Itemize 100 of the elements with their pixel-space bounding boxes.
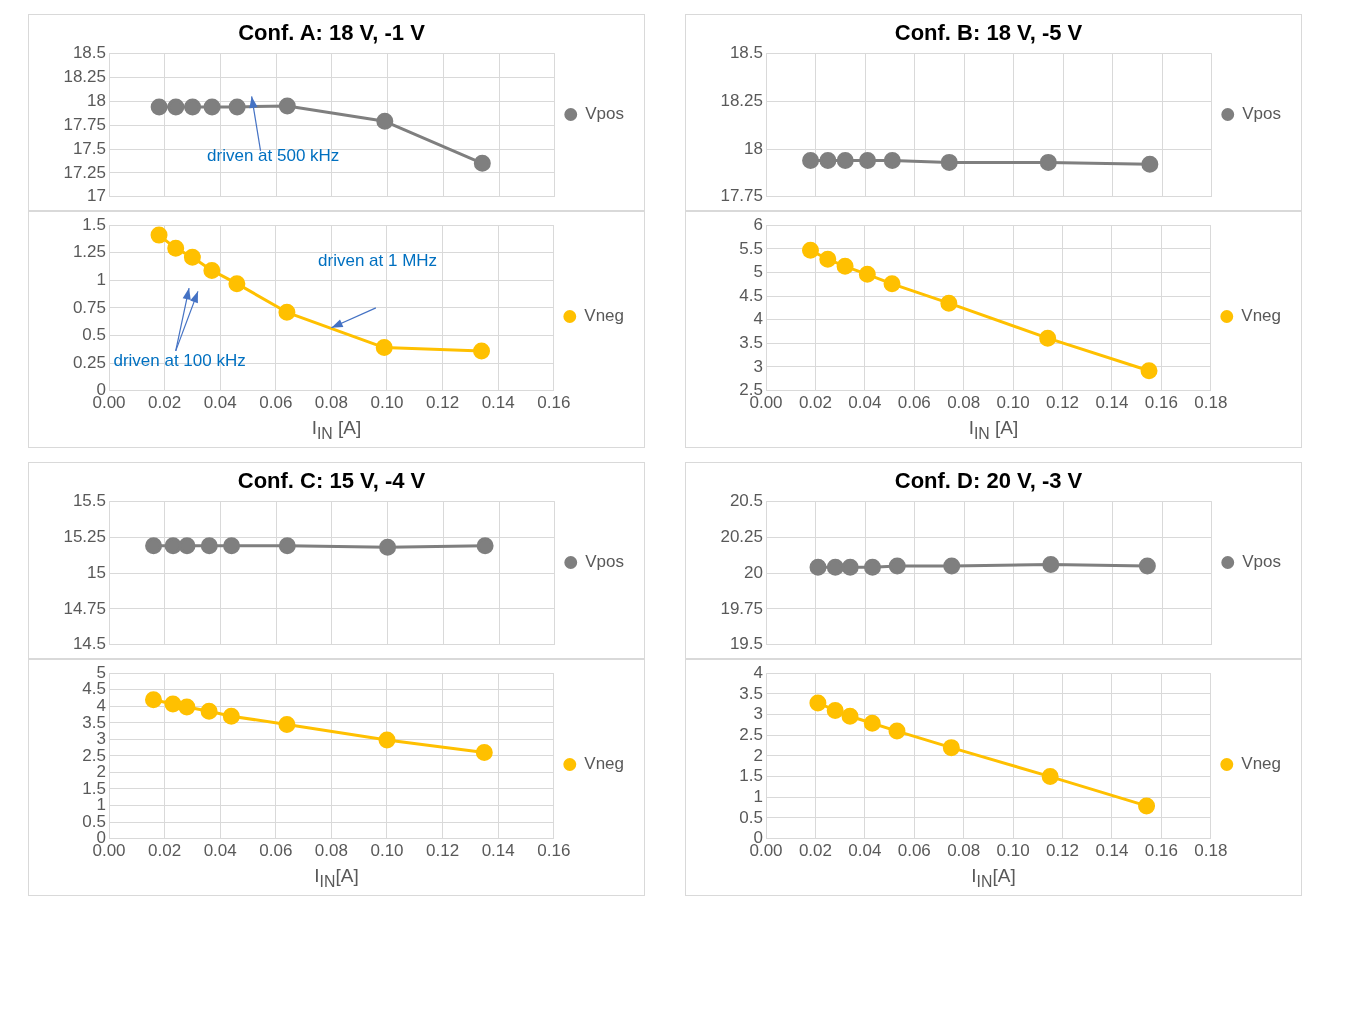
y-tick-label: 0.5 <box>82 325 106 345</box>
point <box>278 97 296 115</box>
point <box>801 241 819 259</box>
x-tick-label: 0.10 <box>996 393 1030 413</box>
chart-title: Conf. A: 18 V, -1 V <box>238 20 426 46</box>
y-tick-label: 6 <box>753 214 763 234</box>
x-tick-label: 0.10 <box>370 393 404 413</box>
legend-label: Vneg <box>584 753 624 773</box>
y-tick-label: 3.5 <box>739 333 763 353</box>
y-tick-label: 1.25 <box>72 242 106 262</box>
x-tick-label: 0.12 <box>1045 393 1080 413</box>
x-tick-label: 0.02 <box>798 393 832 413</box>
y-tick-label: 2.5 <box>739 724 763 744</box>
x-tick-label: 0.16 <box>537 393 571 413</box>
point <box>841 707 859 725</box>
y-tick-label: 17.25 <box>63 162 106 182</box>
x-tick-label: 0.04 <box>203 841 237 861</box>
point <box>184 98 202 116</box>
point <box>164 695 182 713</box>
point <box>809 694 827 712</box>
y-tick-label: 1 <box>96 270 106 290</box>
legend-label: Vpos <box>585 104 624 124</box>
x-tick-label: 0.16 <box>1144 841 1178 861</box>
y-tick-label: 15 <box>87 562 106 582</box>
y-tick-label: 19.5 <box>729 634 763 654</box>
point <box>475 743 493 761</box>
x-tick-label: 0.08 <box>947 393 981 413</box>
y-tick-label: 17.5 <box>72 138 106 158</box>
point <box>375 339 393 357</box>
point <box>888 722 906 740</box>
point <box>1041 767 1059 785</box>
x-tick-label: 0.18 <box>1194 393 1228 413</box>
y-tick-label: 15.25 <box>63 526 106 546</box>
x-tick-label: 0.06 <box>897 841 931 861</box>
x-tick-label: 0.12 <box>1045 841 1080 861</box>
y-tick-label: 1.5 <box>82 778 106 798</box>
chart-title: Conf. C: 15 V, -4 V <box>237 468 426 494</box>
point <box>473 342 491 360</box>
x-tick-label: 0.14 <box>1095 393 1129 413</box>
annotation: driven at 100 kHz <box>113 350 246 370</box>
x-tick-label: 0.02 <box>148 841 182 861</box>
y-tick-label: 18.5 <box>729 43 763 63</box>
x-tick-label: 0.06 <box>897 393 931 413</box>
x-tick-label: 0.14 <box>481 841 515 861</box>
point <box>863 714 881 732</box>
y-tick-label: 3 <box>753 356 763 376</box>
legend-label: Vneg <box>584 306 624 326</box>
legend-label: Vneg <box>1241 753 1281 773</box>
y-tick-label: 0.75 <box>72 297 106 317</box>
point <box>826 701 844 719</box>
y-tick-label: 19.75 <box>720 598 763 618</box>
point <box>200 702 218 720</box>
x-tick-label: 0.14 <box>481 393 515 413</box>
point <box>378 731 396 749</box>
point <box>183 248 201 266</box>
annotation: driven at 500 kHz <box>207 146 340 166</box>
y-tick-label: 0.25 <box>72 352 106 372</box>
point <box>376 112 394 130</box>
chart-title: Conf. B: 18 V, -5 V <box>894 20 1083 46</box>
x-tick-label: 0.04 <box>203 393 237 413</box>
y-tick-label: 4 <box>753 309 763 329</box>
chart-title: Conf. D: 20 V, -3 V <box>894 468 1083 494</box>
point <box>222 707 240 725</box>
point <box>836 257 854 275</box>
y-tick-label: 0.5 <box>739 807 763 827</box>
point <box>278 715 296 733</box>
x-tick-label: 0.10 <box>370 841 404 861</box>
y-tick-label: 5 <box>753 262 763 282</box>
point <box>228 98 246 116</box>
y-tick-label: 20.25 <box>720 526 763 546</box>
x-tick-label: 0.08 <box>947 841 981 861</box>
point <box>940 294 958 312</box>
x-tick-label: 0.12 <box>426 393 460 413</box>
x-tick-label: 0.04 <box>848 393 882 413</box>
y-tick-label: 20 <box>744 562 763 582</box>
y-tick-label: 0.5 <box>82 811 106 831</box>
point <box>150 226 168 244</box>
point <box>228 275 246 293</box>
point <box>883 275 901 293</box>
x-axis-title: I$_{IN}$ [A] <box>310 417 363 444</box>
y-tick-label: 4 <box>753 662 763 682</box>
x-axis-title: I$_{IN}$ [A] <box>967 417 1020 444</box>
x-tick-label: 0.08 <box>314 841 348 861</box>
point <box>858 265 876 283</box>
point <box>144 690 162 708</box>
point <box>167 239 185 257</box>
y-tick-label: 3 <box>753 704 763 724</box>
x-axis-title: I$_{IN}$[A] <box>970 864 1017 892</box>
y-tick-label: 1.5 <box>82 214 106 234</box>
y-tick-label: 18.5 <box>72 43 106 63</box>
legend-label: Vpos <box>1242 551 1281 571</box>
point <box>819 250 837 268</box>
x-tick-label: 0.08 <box>314 393 348 413</box>
x-tick-label: 0.04 <box>848 841 882 861</box>
legend-label: Vneg <box>1241 306 1281 326</box>
y-tick-label: 3.5 <box>739 683 763 703</box>
y-tick-label: 18.25 <box>720 90 763 110</box>
y-tick-label: 17.75 <box>63 114 106 134</box>
x-tick-label: 0.06 <box>259 841 293 861</box>
point <box>167 98 185 116</box>
